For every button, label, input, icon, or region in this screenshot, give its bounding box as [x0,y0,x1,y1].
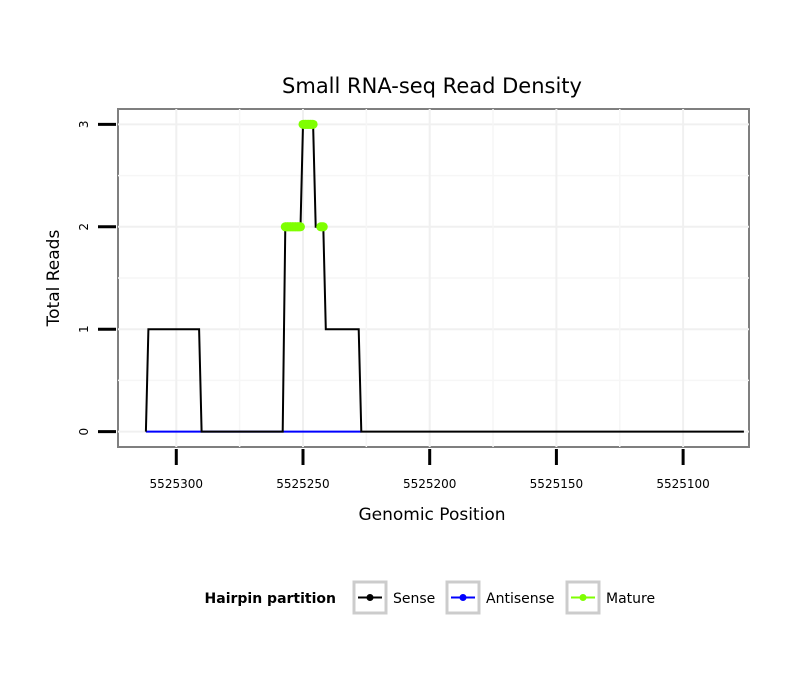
x-tick-label: 5525200 [403,477,456,491]
y-axis: 0 1 2 3 [77,121,116,436]
legend-key-point [459,594,467,601]
legend-label: Antisense [486,591,555,607]
series-mature [280,119,328,232]
y-tick-label: 0 [77,428,91,436]
legend-label: Mature [606,591,655,607]
x-axis-label: Genomic Position [358,505,505,525]
series-layer [144,119,744,433]
legend-item-antisense: Antisense [445,580,555,615]
legend-key-point [366,594,374,601]
legend-label: Sense [393,591,435,607]
x-axis: 5525300 5525250 5525200 5525150 5525100 [150,449,710,491]
x-tick-label: 5525150 [530,477,583,491]
y-tick-label: 1 [77,325,91,333]
chart-title: Small RNA-seq Read Density [282,74,582,98]
y-tick-label: 2 [77,223,91,231]
x-tick-label: 5525100 [656,477,709,491]
x-tick-label: 5525300 [150,477,203,491]
y-axis-label: Total Reads [44,230,64,328]
legend-item-sense: Sense [352,580,435,615]
legend-item-mature: Mature [565,580,655,615]
y-tick-label: 3 [77,121,91,129]
legend: Hairpin partition Sense Antisense Mature [205,580,655,615]
x-tick-label: 5525250 [276,477,329,491]
legend-title: Hairpin partition [205,591,336,607]
legend-key-point [579,594,587,601]
